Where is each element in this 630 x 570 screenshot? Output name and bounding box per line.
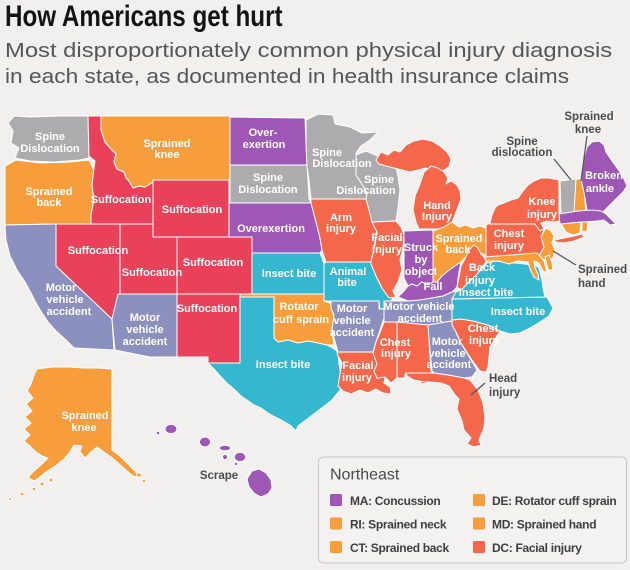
svg-text:accident: accident	[47, 306, 92, 318]
svg-text:by: by	[415, 254, 429, 266]
svg-text:injury: injury	[527, 209, 558, 221]
svg-text:injury: injury	[469, 335, 500, 347]
svg-text:Suffocation: Suffocation	[183, 257, 244, 269]
svg-text:Insect bite: Insect bite	[491, 306, 545, 318]
svg-text:Spine: Spine	[506, 136, 537, 148]
svg-text:DC: Facial injury: DC: Facial injury	[492, 541, 582, 555]
svg-text:dislocation: dislocation	[492, 147, 553, 159]
svg-text:Spine: Spine	[35, 131, 65, 143]
svg-text:vehicle: vehicle	[333, 315, 370, 327]
svg-text:injury: injury	[489, 387, 521, 399]
svg-text:injury: injury	[342, 372, 373, 384]
svg-text:Dislocation: Dislocation	[20, 143, 80, 155]
svg-text:Sprained: Sprained	[435, 233, 482, 245]
svg-text:Animal: Animal	[330, 266, 367, 278]
svg-text:injury: injury	[381, 348, 412, 360]
svg-text:Spine: Spine	[253, 172, 283, 184]
svg-text:Hand: Hand	[423, 200, 451, 212]
svg-text:Suffocation: Suffocation	[162, 204, 223, 216]
svg-text:Sprained: Sprained	[25, 186, 72, 198]
svg-text:injury: injury	[372, 244, 403, 256]
svg-text:accident: accident	[123, 336, 168, 348]
svg-text:Sprained: Sprained	[578, 264, 627, 276]
svg-text:CT: Sprained back: CT: Sprained back	[350, 541, 450, 555]
svg-text:Motor: Motor	[337, 303, 368, 315]
svg-text:accident: accident	[398, 313, 443, 325]
svg-text:MA: Concussion: MA: Concussion	[350, 494, 440, 508]
svg-text:Suffocation: Suffocation	[177, 303, 238, 315]
svg-text:RI: Sprained neck: RI: Sprained neck	[350, 518, 447, 532]
svg-text:Scrape: Scrape	[200, 470, 238, 482]
svg-text:Facial: Facial	[342, 360, 373, 372]
svg-text:vehicle: vehicle	[46, 294, 83, 306]
svg-text:DE: Rotator cuff sprain: DE: Rotator cuff sprain	[492, 494, 616, 508]
svg-text:MD: Sprained hand: MD: Sprained hand	[492, 518, 596, 532]
svg-text:Motor: Motor	[432, 336, 463, 348]
svg-text:Northeast: Northeast	[330, 467, 400, 484]
svg-text:Sprained: Sprained	[61, 410, 108, 422]
svg-text:Suffocation: Suffocation	[68, 245, 129, 257]
svg-text:Arm: Arm	[330, 212, 352, 224]
svg-text:knee: knee	[71, 422, 96, 434]
svg-text:Injury: Injury	[422, 211, 453, 223]
svg-text:Motor: Motor	[130, 312, 161, 324]
svg-text:Rotator: Rotator	[279, 301, 319, 313]
svg-text:ankle: ankle	[586, 183, 614, 195]
svg-text:exertion: exertion	[243, 139, 286, 151]
svg-text:object: object	[405, 266, 438, 278]
svg-text:Chest: Chest	[380, 337, 411, 349]
svg-text:back: back	[36, 197, 62, 209]
svg-text:knee: knee	[154, 149, 179, 161]
svg-text:Insect bite: Insect bite	[459, 287, 513, 299]
svg-text:cuff sprain: cuff sprain	[273, 314, 330, 326]
svg-text:Overexertion: Overexertion	[237, 223, 305, 235]
svg-text:Back: Back	[469, 262, 496, 274]
svg-text:Struck: Struck	[404, 242, 439, 254]
svg-text:Insect bite: Insect bite	[256, 359, 310, 371]
svg-text:accident: accident	[427, 359, 472, 371]
svg-text:Chest: Chest	[468, 323, 499, 335]
svg-text:accident: accident	[330, 327, 375, 339]
svg-text:Dislocation: Dislocation	[238, 184, 298, 196]
svg-text:Spine: Spine	[312, 147, 342, 159]
svg-text:back: back	[445, 244, 471, 256]
svg-text:Knee: Knee	[529, 196, 556, 208]
svg-text:vehicle: vehicle	[428, 348, 465, 360]
svg-text:injury: injury	[326, 223, 357, 235]
svg-text:Sprained: Sprained	[143, 138, 190, 150]
svg-text:knee: knee	[575, 124, 601, 136]
svg-text:Chest: Chest	[494, 228, 525, 240]
svg-text:bite: bite	[337, 277, 357, 289]
svg-text:Motor vehicle: Motor vehicle	[384, 301, 455, 313]
svg-text:Motor: Motor	[46, 282, 77, 294]
svg-text:injury: injury	[494, 240, 525, 252]
svg-text:Sprained: Sprained	[564, 111, 613, 123]
svg-text:Spine: Spine	[364, 174, 394, 186]
svg-text:Dislocation: Dislocation	[312, 158, 372, 170]
svg-text:Dislocation: Dislocation	[336, 185, 396, 197]
svg-text:Suffocation: Suffocation	[91, 194, 152, 206]
svg-text:Over-: Over-	[249, 127, 278, 139]
svg-text:Suffocation: Suffocation	[122, 267, 183, 279]
svg-text:Broken: Broken	[585, 170, 623, 182]
svg-text:vehicle: vehicle	[126, 324, 163, 336]
svg-text:hand: hand	[578, 278, 605, 290]
svg-text:injury: injury	[465, 275, 496, 287]
svg-text:Fall: Fall	[424, 281, 443, 293]
svg-text:Head: Head	[489, 373, 517, 385]
svg-text:Insect bite: Insect bite	[262, 268, 316, 280]
svg-text:Facial: Facial	[371, 232, 402, 244]
